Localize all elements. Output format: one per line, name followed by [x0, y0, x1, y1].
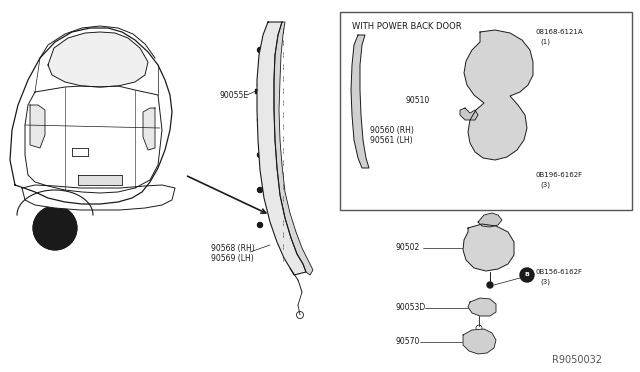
- Polygon shape: [460, 108, 478, 120]
- Text: 90055E: 90055E: [219, 90, 248, 99]
- Text: (3): (3): [540, 279, 550, 285]
- Circle shape: [363, 166, 367, 170]
- Text: 90502: 90502: [395, 244, 419, 253]
- Circle shape: [257, 118, 262, 122]
- Text: (3): (3): [540, 182, 550, 188]
- Text: 90561 (LH): 90561 (LH): [370, 135, 413, 144]
- Polygon shape: [478, 213, 502, 227]
- Text: 90568 (RH): 90568 (RH): [211, 244, 255, 253]
- Bar: [340, 12, 632, 210]
- Polygon shape: [22, 185, 175, 210]
- Circle shape: [520, 268, 534, 282]
- Polygon shape: [25, 86, 162, 193]
- Polygon shape: [274, 22, 313, 275]
- Circle shape: [33, 206, 77, 250]
- Circle shape: [355, 24, 367, 36]
- Polygon shape: [463, 224, 514, 271]
- Bar: [255, 89, 259, 93]
- Circle shape: [485, 118, 509, 142]
- Text: 0B196-6162F: 0B196-6162F: [536, 172, 583, 178]
- Circle shape: [520, 168, 534, 182]
- Circle shape: [257, 187, 262, 192]
- Polygon shape: [30, 105, 45, 148]
- Text: (1): (1): [540, 39, 550, 45]
- Text: WITH POWER BACK DOOR: WITH POWER BACK DOOR: [352, 22, 461, 31]
- Circle shape: [257, 83, 262, 87]
- Circle shape: [493, 76, 501, 84]
- Circle shape: [520, 168, 534, 182]
- Polygon shape: [351, 35, 369, 168]
- Text: R9050032: R9050032: [552, 355, 602, 365]
- Circle shape: [508, 34, 512, 38]
- Polygon shape: [78, 175, 122, 185]
- Polygon shape: [464, 30, 533, 160]
- Polygon shape: [143, 108, 155, 150]
- Polygon shape: [468, 298, 496, 316]
- Text: B: B: [525, 173, 529, 177]
- Circle shape: [520, 25, 534, 39]
- Circle shape: [493, 126, 501, 134]
- Circle shape: [480, 238, 500, 258]
- Circle shape: [479, 62, 515, 98]
- Circle shape: [505, 31, 515, 41]
- Polygon shape: [48, 32, 148, 87]
- Circle shape: [52, 225, 58, 231]
- Text: B: B: [525, 273, 529, 278]
- Circle shape: [360, 163, 370, 173]
- Text: 90053D: 90053D: [395, 304, 425, 312]
- Circle shape: [257, 48, 262, 52]
- Circle shape: [486, 244, 494, 252]
- Text: 90570: 90570: [395, 337, 419, 346]
- Polygon shape: [10, 28, 172, 204]
- Text: 90560 (RH): 90560 (RH): [370, 125, 414, 135]
- Text: B: B: [525, 29, 529, 35]
- Circle shape: [487, 282, 493, 288]
- Text: 0B156-6162F: 0B156-6162F: [536, 269, 583, 275]
- Text: 08168-6121A: 08168-6121A: [536, 29, 584, 35]
- Text: 90569 (LH): 90569 (LH): [211, 253, 253, 263]
- Circle shape: [520, 25, 534, 39]
- Text: 90510: 90510: [405, 96, 429, 105]
- Circle shape: [520, 268, 534, 282]
- Polygon shape: [257, 22, 306, 275]
- Circle shape: [257, 153, 262, 157]
- Circle shape: [257, 222, 262, 228]
- Polygon shape: [463, 329, 496, 354]
